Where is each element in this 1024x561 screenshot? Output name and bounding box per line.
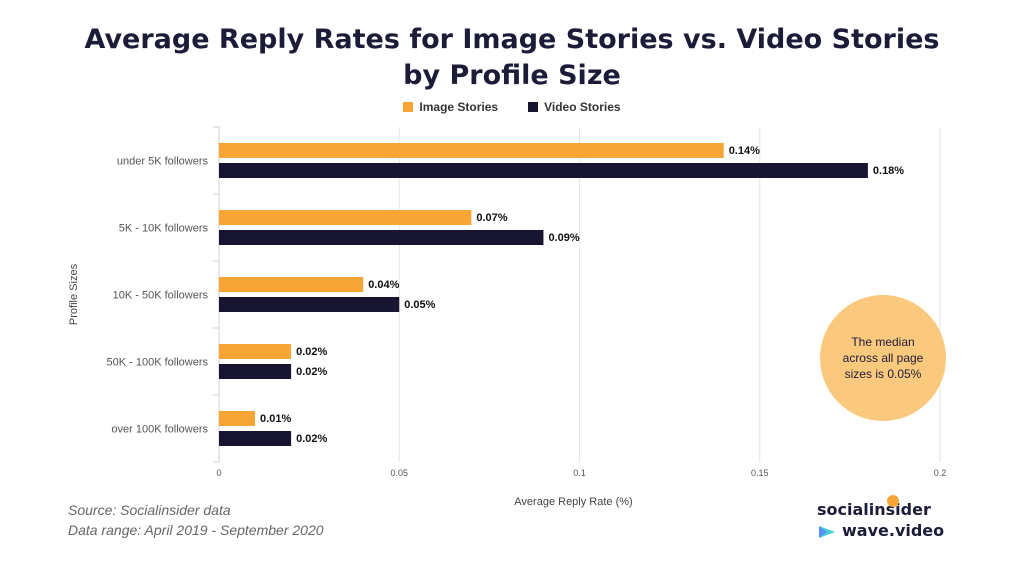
- data-label: 0.04%: [368, 279, 399, 291]
- data-label: 0.05%: [404, 299, 435, 311]
- socialinsider-logo: socialinsider: [817, 500, 931, 519]
- data-label: 0.02%: [296, 346, 327, 358]
- x-tick-label: 0.05: [390, 468, 408, 478]
- y-axis-label: Profile Sizes: [68, 263, 80, 325]
- data-label: 0.02%: [296, 366, 327, 378]
- legend: Image Stories Video Stories: [0, 100, 1024, 114]
- source-note: Source: Socialinsider data Data range: A…: [68, 500, 324, 540]
- wave-video-logo-icon: [819, 526, 835, 538]
- bar-video: [219, 431, 292, 446]
- x-axis-label: Average Reply Rate (%): [514, 496, 632, 508]
- data-label: 0.14%: [729, 145, 760, 157]
- median-annotation: The median across all page sizes is 0.05…: [820, 295, 946, 421]
- source-line: Source: Socialinsider data: [68, 502, 231, 518]
- category-label: 50K - 100K followers: [107, 357, 209, 369]
- data-label: 0.07%: [476, 212, 507, 224]
- x-tick-label: 0.2: [934, 468, 947, 478]
- bar-video: [219, 364, 292, 379]
- bar-image: [219, 277, 364, 292]
- category-label: 5K - 10K followers: [119, 223, 209, 235]
- legend-label-image: Image Stories: [419, 100, 499, 114]
- title-line-1: Average Reply Rates for Image Stories vs…: [84, 24, 940, 55]
- title-line-2: by Profile Size: [403, 60, 621, 91]
- legend-item-video: Video Stories: [528, 100, 621, 114]
- category-label: over 100K followers: [111, 424, 208, 436]
- bar-video: [219, 230, 544, 245]
- legend-swatch-image: [403, 102, 414, 112]
- category-label: 10K - 50K followers: [113, 290, 209, 302]
- x-tick-label: 0: [216, 468, 221, 478]
- chart-title: Average Reply Rates for Image Stories vs…: [0, 22, 1024, 94]
- bar-image: [219, 143, 724, 158]
- data-label: 0.09%: [548, 232, 579, 244]
- bar-video: [219, 297, 400, 312]
- wave-video-logo: wave.video: [842, 521, 945, 540]
- data-label: 0.02%: [296, 433, 327, 445]
- data-label: 0.01%: [260, 413, 291, 425]
- legend-item-image: Image Stories: [403, 100, 498, 114]
- bar-image: [219, 411, 256, 426]
- bar-video: [219, 163, 868, 178]
- x-tick-label: 0.1: [573, 468, 586, 478]
- legend-label-video: Video Stories: [544, 100, 621, 114]
- data-range-line: Data range: April 2019 - September 2020: [68, 522, 324, 538]
- bar-image: [219, 210, 472, 225]
- x-tick-label: 0.15: [751, 468, 769, 478]
- median-annotation-text: The median across all page sizes is 0.05…: [842, 335, 924, 381]
- socialinsider-logo-dot: [887, 495, 899, 507]
- category-label: under 5K followers: [117, 156, 209, 168]
- data-label: 0.18%: [873, 165, 904, 177]
- legend-swatch-video: [528, 102, 539, 112]
- bar-image: [219, 344, 292, 359]
